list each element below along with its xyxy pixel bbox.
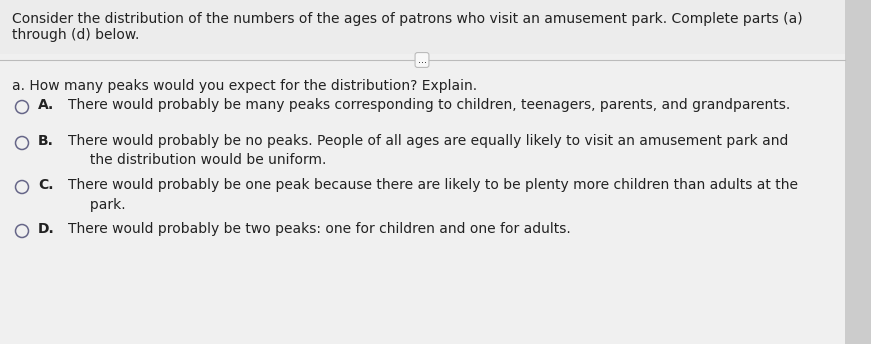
Text: A.: A.: [38, 98, 54, 112]
Text: There would probably be many peaks corresponding to children, teenagers, parents: There would probably be many peaks corre…: [68, 98, 790, 112]
Text: There would probably be one peak because there are likely to be plenty more chil: There would probably be one peak because…: [68, 178, 798, 212]
Text: D.: D.: [38, 222, 55, 236]
Bar: [0, 0, 845, 54]
Text: C.: C.: [38, 178, 53, 192]
Text: through (d) below.: through (d) below.: [12, 28, 139, 42]
Text: There would probably be no peaks. People of all ages are equally likely to visit: There would probably be no peaks. People…: [68, 134, 788, 168]
Text: B.: B.: [38, 134, 54, 148]
Text: Consider the distribution of the numbers of the ages of patrons who visit an amu: Consider the distribution of the numbers…: [12, 12, 802, 26]
Bar: [845, 0, 871, 344]
Text: a. How many peaks would you expect for the distribution? Explain.: a. How many peaks would you expect for t…: [12, 79, 477, 93]
Text: There would probably be two peaks: one for children and one for adults.: There would probably be two peaks: one f…: [68, 222, 571, 236]
Text: ...: ...: [417, 55, 427, 65]
